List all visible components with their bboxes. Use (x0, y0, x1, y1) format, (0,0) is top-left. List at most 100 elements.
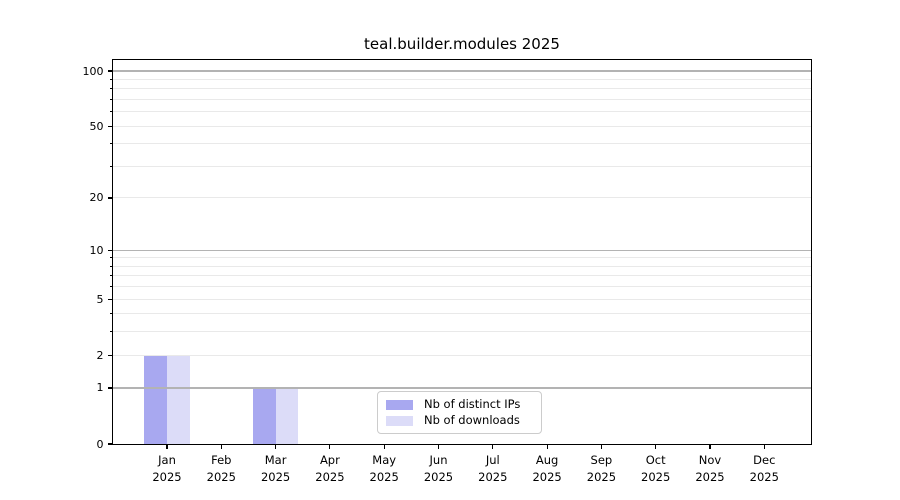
x-tick-mark (763, 444, 765, 449)
y-tick-label: 20 (89, 191, 104, 205)
x-tick-month: Sep (590, 453, 613, 467)
x-tick-month: May (372, 453, 397, 467)
y-tick-label: 1 (96, 381, 104, 395)
x-tick-year: 2025 (749, 469, 779, 484)
x-tick-month: Dec (753, 453, 776, 467)
x-tick-month: Nov (698, 453, 722, 467)
y-tick-label: 2 (96, 348, 104, 362)
x-tick-label-jan: Jan 2025 (135, 452, 199, 485)
x-tick-label-dec: Dec 2025 (732, 452, 796, 485)
y-minor-tick-mark (110, 275, 113, 277)
x-tick-label-may: May 2025 (352, 452, 416, 485)
x-tick-year: 2025 (260, 469, 291, 484)
y-minor-tick-mark (110, 331, 113, 333)
gridline-major (113, 249, 811, 251)
x-tick-year: 2025 (532, 469, 562, 484)
x-tick-label-oct: Oct 2025 (624, 452, 688, 485)
legend-swatch-distinct-ips (386, 399, 413, 410)
y-minor-tick-mark (110, 111, 113, 113)
y-minor-tick-mark (110, 257, 113, 259)
y-tick-mark (107, 443, 113, 445)
chart-title: teal.builder.modules 2025 (364, 35, 560, 53)
bar-downloads-jan (167, 355, 190, 444)
x-tick-mark (492, 444, 494, 449)
legend-item-distinct-ips: Nb of distinct IPs (386, 398, 533, 411)
x-tick-month: Apr (319, 453, 340, 467)
y-minor-tick-mark (110, 88, 113, 90)
x-tick-month: Feb (211, 453, 232, 467)
y-minor-tick-mark (110, 143, 113, 145)
y-minor-tick-mark (110, 313, 113, 315)
x-tick-label-feb: Feb 2025 (189, 452, 253, 485)
bar-distinct-ips-jan (144, 355, 167, 444)
gridline-major (113, 387, 811, 389)
gridline-minor (113, 78, 811, 80)
y-minor-tick-mark (110, 78, 113, 80)
gridline-minor (113, 298, 811, 300)
gridline-minor (113, 125, 811, 127)
x-tick-mark (383, 444, 385, 449)
gridline-minor (113, 165, 811, 167)
y-tick-mark (107, 249, 113, 251)
x-tick-label-jun: Jun 2025 (407, 452, 471, 485)
x-tick-mark (437, 444, 440, 449)
gridline-minor (113, 197, 811, 199)
y-minor-tick-mark (110, 265, 113, 267)
x-tick-year: 2025 (369, 469, 399, 484)
legend-swatch-downloads (386, 415, 413, 426)
gridline-minor (113, 98, 811, 100)
x-tick-mark (546, 444, 548, 449)
y-tick-mark (107, 197, 113, 199)
y-tick-label: 50 (89, 119, 104, 133)
x-tick-year: 2025 (423, 469, 454, 484)
x-tick-year: 2025 (206, 469, 236, 484)
x-tick-label-mar: Mar 2025 (244, 452, 308, 485)
y-tick-mark (107, 70, 113, 72)
y-tick-label: 100 (82, 64, 104, 78)
x-tick-label-apr: Apr 2025 (298, 452, 362, 485)
y-tick-mark (107, 125, 113, 127)
y-tick-label: 5 (96, 292, 104, 306)
gridline-minor (113, 331, 811, 333)
x-tick-mark (600, 444, 602, 449)
x-tick-mark (220, 444, 222, 449)
y-tick-mark (107, 387, 113, 389)
y-minor-tick-mark (110, 286, 113, 288)
legend-label-downloads: Nb of downloads (424, 413, 520, 427)
gridline-minor (113, 354, 811, 356)
x-tick-year: 2025 (586, 469, 617, 484)
y-tick-label: 0 (96, 437, 104, 451)
x-tick-month: Aug (535, 453, 559, 467)
y-minor-tick-mark (110, 98, 113, 100)
x-tick-label-jul: Jul 2025 (461, 452, 525, 485)
y-tick-mark (107, 298, 113, 300)
x-tick-mark (166, 444, 168, 449)
y-minor-tick-mark (110, 165, 113, 167)
bar-downloads-mar (275, 387, 299, 444)
x-tick-mark (329, 444, 331, 449)
x-tick-year: 2025 (695, 469, 725, 484)
legend-item-downloads: Nb of downloads (386, 414, 533, 427)
x-tick-month: Jun (429, 453, 448, 467)
x-tick-month: Oct (645, 453, 666, 467)
legend: Nb of distinct IPs Nb of downloads (377, 391, 542, 434)
gridline-minor (113, 88, 811, 90)
y-tick-mark (107, 354, 113, 356)
x-tick-month: Mar (264, 453, 287, 467)
x-tick-year: 2025 (641, 469, 671, 484)
x-tick-month: Jan (158, 453, 176, 467)
y-tick-label: 10 (89, 243, 104, 257)
legend-label-distinct-ips: Nb of distinct IPs (424, 397, 521, 411)
bar-distinct-ips-mar (252, 387, 276, 444)
gridline-minor (113, 275, 811, 277)
gridline-minor (113, 257, 811, 259)
gridline-minor (113, 111, 811, 113)
gridline-major (113, 70, 811, 72)
x-tick-label-aug: Aug 2025 (515, 452, 579, 485)
x-tick-month: Jul (485, 453, 500, 467)
x-tick-year: 2025 (152, 469, 182, 484)
